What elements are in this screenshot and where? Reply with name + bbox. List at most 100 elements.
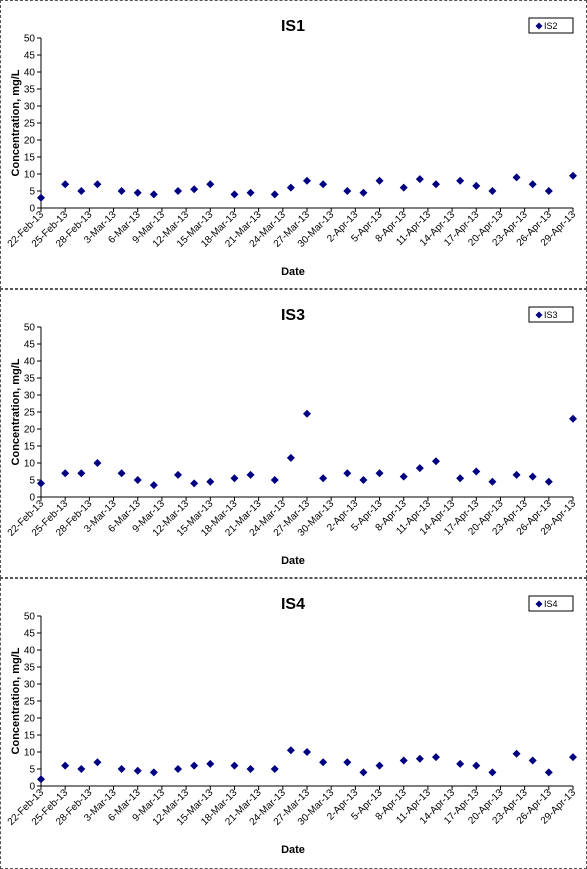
- data-point: [544, 477, 553, 486]
- y-tick-label: 35: [24, 85, 36, 96]
- data-point: [117, 187, 126, 195]
- data-point: [512, 173, 521, 182]
- data-point: [569, 414, 577, 423]
- y-tick-label: 5: [29, 765, 35, 776]
- data-point: [286, 183, 295, 192]
- data-point: [488, 187, 497, 195]
- data-point: [359, 188, 368, 197]
- y-tick-label: 5: [29, 476, 35, 487]
- data-point: [286, 746, 295, 755]
- data-point: [93, 459, 102, 467]
- data-point: [343, 187, 352, 195]
- data-point: [206, 180, 215, 189]
- data-point: [133, 188, 142, 197]
- chart-is4: IS4 IS40510152025303540455022-Feb-1325-Fe…: [6, 595, 578, 856]
- data-point: [488, 477, 497, 486]
- data-point: [456, 474, 465, 483]
- data-point: [190, 479, 199, 488]
- data-point: [230, 474, 239, 483]
- data-point: [512, 749, 521, 758]
- data-point: [569, 753, 577, 762]
- data-point: [174, 187, 183, 195]
- data-point: [270, 765, 279, 773]
- x-axis-title: Date: [281, 844, 305, 856]
- data-point: [431, 457, 440, 466]
- data-point: [37, 775, 45, 784]
- data-point: [77, 187, 86, 195]
- chart-is1: IS1 IS20510152025303540455022-Feb-1325-Fe…: [6, 17, 578, 278]
- legend-box: [528, 306, 574, 323]
- data-point: [375, 176, 384, 185]
- data-point: [37, 193, 45, 202]
- legend: IS4: [528, 595, 574, 612]
- data-point: [206, 759, 215, 768]
- legend-label: IS2: [544, 21, 558, 31]
- data-point: [93, 180, 102, 189]
- data-point: [149, 768, 158, 777]
- legend: IS3: [528, 306, 574, 323]
- legend-label: IS3: [544, 310, 558, 320]
- y-axis-title: Concentration, mg/L: [10, 358, 22, 465]
- data-point: [246, 188, 255, 197]
- data-point: [270, 476, 279, 484]
- y-tick-label: 25: [24, 408, 36, 419]
- chart-is3: IS3 IS30510152025303540455022-Feb-1325-Fe…: [6, 306, 578, 567]
- y-tick-label: 0: [29, 204, 35, 215]
- data-point: [343, 758, 352, 767]
- y-tick-label: 10: [24, 748, 36, 759]
- data-point: [415, 175, 424, 184]
- y-tick-label: 25: [24, 697, 36, 708]
- chart-panel-is3: IS3 IS3 0 5 10 15 20 25 30 35 40 45 50 22-Feb-13 25-Fe…: [0, 289, 587, 578]
- data-point: [77, 765, 86, 773]
- chart-panel-is1: IS1 IS2 0 5 10 15 20 25 30 35 40 45 50 22-Feb-13 25-Fe…: [0, 0, 587, 289]
- data-point: [456, 759, 465, 768]
- legend-box: [528, 17, 574, 34]
- y-tick-label: 40: [24, 357, 36, 368]
- data-point: [544, 768, 553, 777]
- y-tick-label: 30: [24, 680, 36, 691]
- data-point: [399, 472, 408, 481]
- chart-panel-is4: IS4 IS4 0 5 10 15 20 25 30 35 40 45 50 22-Feb-13 25-Fe…: [0, 578, 587, 869]
- data-point: [149, 190, 158, 199]
- legend-label: IS4: [544, 599, 558, 609]
- data-point: [61, 180, 70, 189]
- data-point: [133, 766, 142, 775]
- data-point: [117, 469, 126, 478]
- y-tick-label: 20: [24, 714, 36, 725]
- data-point: [206, 477, 215, 486]
- data-point: [359, 476, 368, 484]
- data-point: [528, 180, 537, 189]
- data-point: [375, 469, 384, 478]
- data-point: [117, 765, 126, 773]
- data-point: [246, 765, 255, 773]
- y-tick-label: 10: [24, 170, 36, 181]
- y-tick-label: 40: [24, 646, 36, 657]
- y-tick-label: 15: [24, 442, 36, 453]
- data-point: [61, 761, 70, 770]
- y-tick-label: 0: [29, 493, 35, 504]
- data-point: [415, 464, 424, 473]
- y-tick-label: 25: [24, 119, 36, 130]
- data-point: [399, 183, 408, 192]
- data-point: [399, 756, 408, 765]
- y-tick-label: 50: [24, 612, 36, 623]
- data-point: [359, 768, 368, 777]
- y-tick-label: 45: [24, 51, 36, 62]
- data-point: [375, 761, 384, 770]
- data-point: [286, 453, 295, 462]
- data-point: [37, 479, 45, 488]
- data-point: [270, 190, 279, 199]
- data-point: [456, 176, 465, 185]
- data-point: [190, 185, 199, 194]
- y-tick-label: 30: [24, 391, 36, 402]
- data-point: [431, 753, 440, 762]
- data-point: [174, 470, 183, 479]
- x-axis-title: Date: [281, 555, 305, 567]
- y-tick-label: 0: [29, 782, 35, 793]
- data-point: [415, 754, 424, 763]
- chart-title: IS4: [281, 596, 305, 613]
- y-tick-label: 50: [24, 34, 36, 45]
- y-tick-label: 15: [24, 153, 36, 164]
- data-point: [190, 761, 199, 770]
- y-tick-label: 20: [24, 136, 36, 147]
